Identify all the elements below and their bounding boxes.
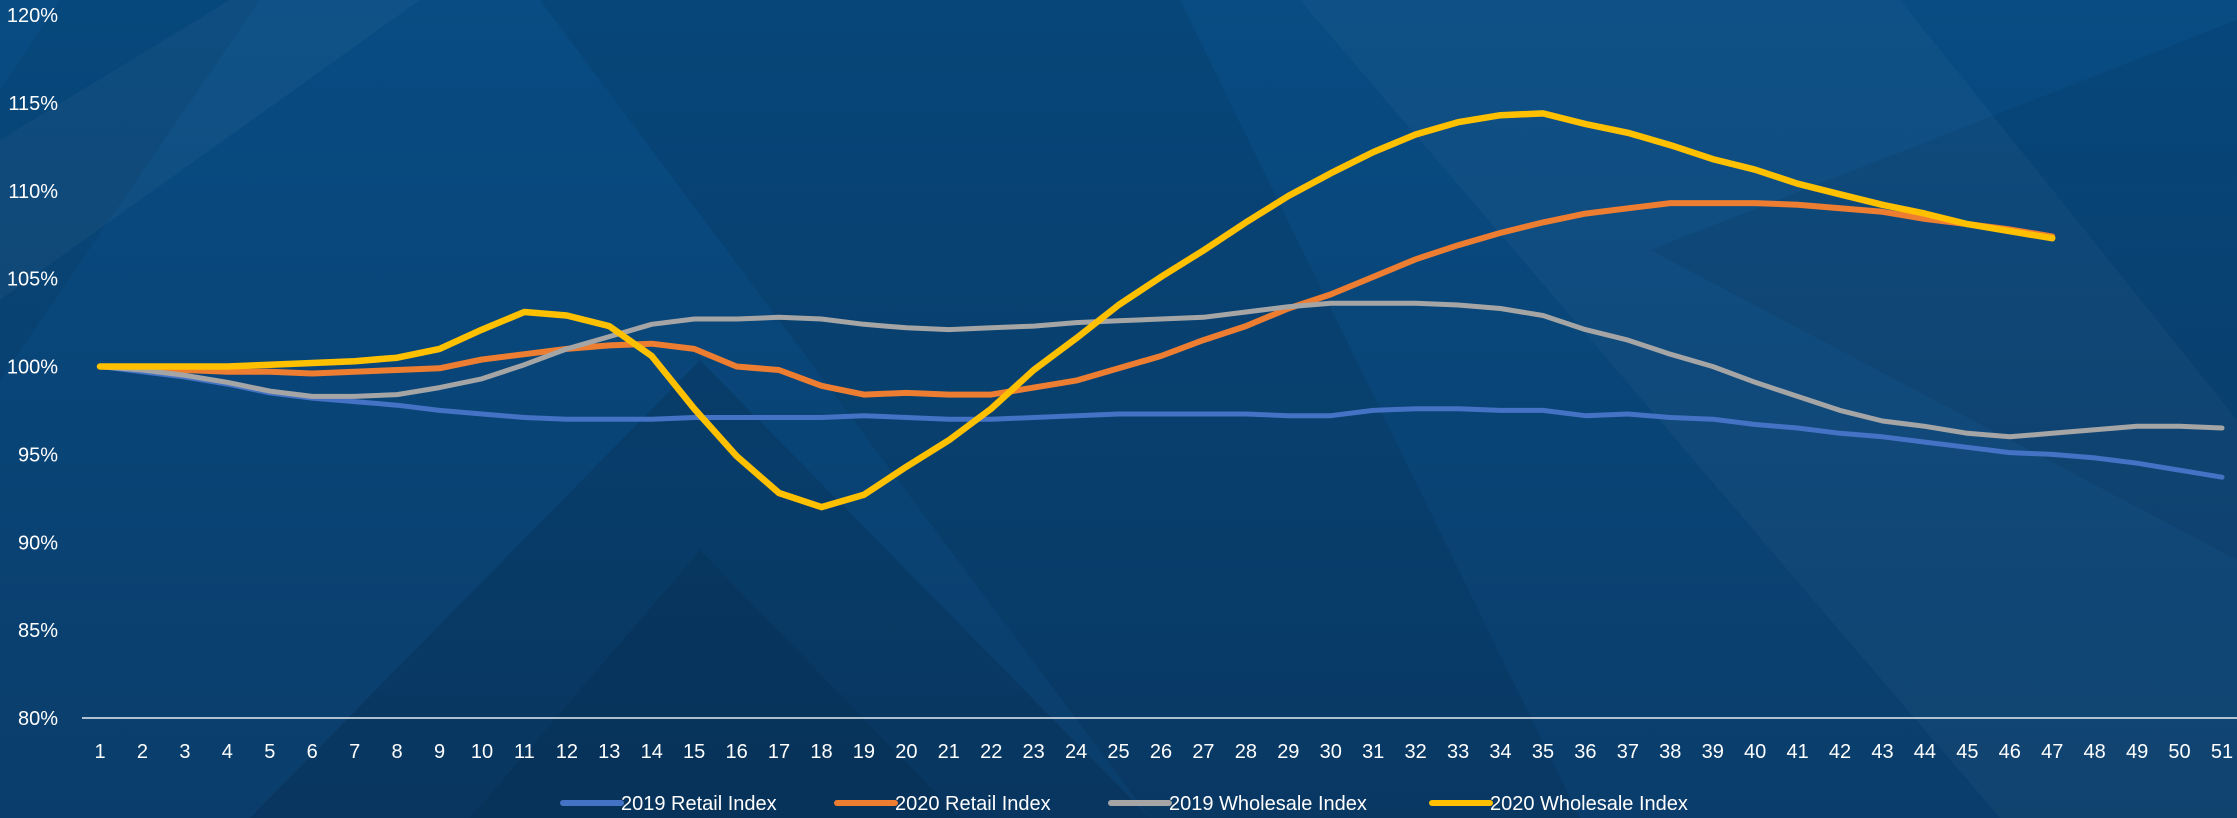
x-tick-label: 44 [1914, 741, 1936, 763]
x-tick-label: 29 [1277, 741, 1299, 763]
x-tick-label: 17 [768, 741, 790, 763]
x-tick-label: 42 [1829, 741, 1851, 763]
series-2020-retail-index [97, 200, 2056, 398]
x-axis: 1 2 3 4 5 6 7 8 9 10 11 12 13 14 15 16 17 18 19 20 21 22 23 24 2… [82, 717, 2237, 763]
x-tick-label: 27 [1192, 741, 1214, 763]
x-tick-label: 5 [264, 741, 275, 763]
x-tick-label: 16 [725, 741, 747, 763]
x-tick-label: 43 [1871, 741, 1893, 763]
x-tick-label: 36 [1574, 741, 1596, 763]
x-tick-label: 33 [1447, 741, 1469, 763]
legend-item: 2019 Retail Index [560, 793, 777, 815]
legend-label: 2019 Retail Index [621, 793, 777, 815]
x-tick-label: 51 [2211, 741, 2233, 763]
y-tick-label: 100% [7, 357, 58, 379]
y-tick-label: 90% [18, 532, 58, 554]
x-tick-label: 2 [137, 741, 148, 763]
x-tick-label: 7 [349, 741, 360, 763]
x-tick-label: 40 [1744, 741, 1766, 763]
x-tick-label: 35 [1532, 741, 1554, 763]
x-tick-label: 3 [179, 741, 190, 763]
x-tick-label: 38 [1659, 741, 1681, 763]
legend-label: 2020 Retail Index [895, 793, 1051, 815]
series-2019-retail-index [97, 364, 2225, 480]
x-tick-label: 6 [307, 741, 318, 763]
y-tick-label: 95% [18, 444, 58, 466]
x-tick-label: 15 [683, 741, 705, 763]
x-tick-label: 1 [94, 741, 105, 763]
x-tick-label: 25 [1107, 741, 1129, 763]
series-2020-wholesale-index [96, 110, 2056, 511]
y-tick-label: 80% [18, 708, 58, 730]
x-tick-label: 45 [1956, 741, 1978, 763]
y-tick-label: 105% [7, 269, 58, 291]
x-tick-label: 24 [1065, 741, 1087, 763]
x-tick-label: 13 [598, 741, 620, 763]
legend-item: 2020 Wholesale Index [1429, 793, 1688, 815]
legend-label: 2019 Wholesale Index [1169, 793, 1367, 815]
x-tick-label: 8 [392, 741, 403, 763]
legend-label: 2020 Wholesale Index [1490, 793, 1688, 815]
y-tick-label: 115% [8, 93, 58, 115]
x-tick-label: 21 [938, 741, 960, 763]
x-tick-label: 47 [2041, 741, 2063, 763]
x-tick-label: 9 [434, 741, 445, 763]
x-tick-label: 31 [1362, 741, 1384, 763]
x-tick-label: 20 [895, 741, 917, 763]
x-tick-label: 12 [556, 741, 578, 763]
legend-item: 2020 Retail Index [834, 793, 1051, 815]
x-tick-label: 41 [1786, 741, 1808, 763]
series-layer [96, 110, 2225, 511]
x-tick-label: 50 [2168, 741, 2190, 763]
x-tick-label: 10 [471, 741, 493, 763]
y-tick-label: 85% [18, 620, 58, 642]
x-tick-label: 23 [1023, 741, 1045, 763]
x-tick-label: 18 [810, 741, 832, 763]
x-tick-label: 26 [1150, 741, 1172, 763]
x-tick-label: 30 [1320, 741, 1342, 763]
y-tick-label: 110% [8, 181, 58, 203]
x-tick-label: 46 [1999, 741, 2021, 763]
x-tick-label: 49 [2126, 741, 2148, 763]
x-tick-label: 11 [514, 741, 535, 763]
x-tick-label: 4 [222, 741, 233, 763]
x-tick-label: 19 [853, 741, 875, 763]
x-tick-label: 48 [2084, 741, 2106, 763]
x-tick-label: 28 [1235, 741, 1257, 763]
y-tick-label: 120% [7, 5, 58, 27]
x-tick-label: 37 [1617, 741, 1639, 763]
x-tick-label: 32 [1405, 741, 1427, 763]
x-tick-label: 22 [980, 741, 1002, 763]
y-axis: 80% 85% 90% 95% 100% 105% 110% 115% 120% [7, 5, 58, 730]
x-tick-label: 34 [1489, 741, 1511, 763]
x-tick-label: 39 [1702, 741, 1724, 763]
legend-item: 2019 Wholesale Index [1108, 793, 1367, 815]
x-tick-label: 14 [641, 741, 663, 763]
series-2019-wholesale-index [97, 300, 2225, 440]
legend: 2019 Retail Index 2020 Retail Index 2019 W… [560, 793, 1688, 815]
